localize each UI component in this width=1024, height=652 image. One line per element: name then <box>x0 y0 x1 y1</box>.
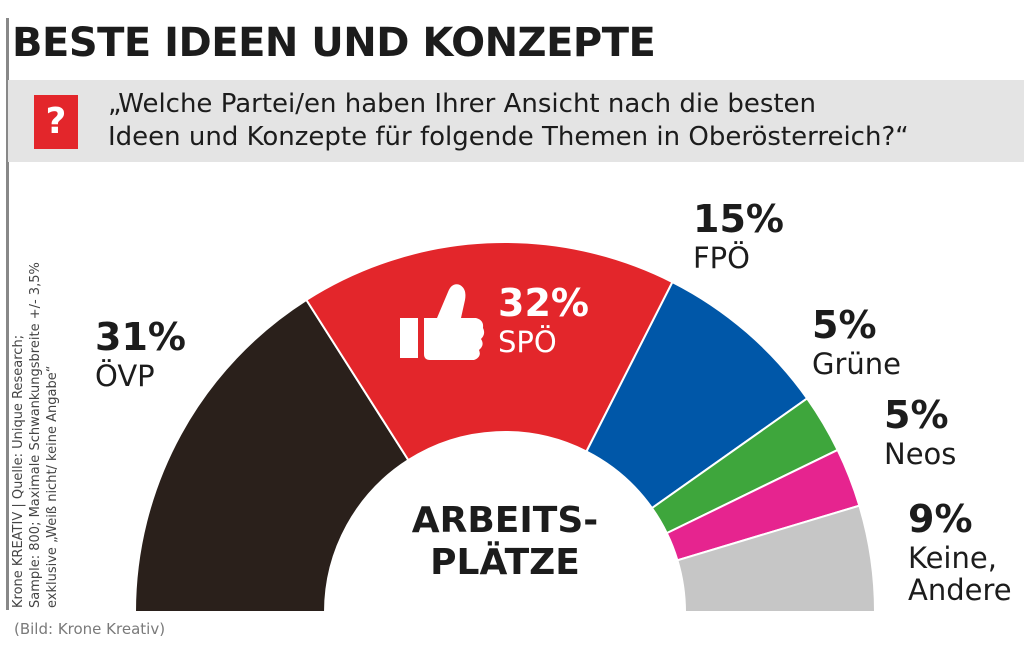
semicircle-chart: 31%ÖVP32%SPÖ15%FPÖ5%Grüne5%Neos9%Keine,A… <box>95 197 1012 612</box>
value-label-1: 32% <box>498 281 589 325</box>
question-mark-icon: ? <box>34 95 78 149</box>
source-line-2: Sample: 800; Maximale Schwankungsbreite … <box>28 262 43 608</box>
source-line-1: Krone KREATIV | Quelle: Unique Research; <box>11 334 26 608</box>
thumbs-up-icon <box>400 284 485 360</box>
value-label-0: 31% <box>95 315 186 359</box>
party-label-3: Grüne <box>812 347 901 381</box>
question-line-2: Ideen und Konzepte für folgende Themen i… <box>108 122 909 152</box>
party-label-5-0: Keine, <box>908 541 997 575</box>
question-line-1: „Welche Partei/en haben Ihrer Ansicht na… <box>108 89 817 119</box>
center-label-1: PLÄTZE <box>430 541 580 583</box>
slice-1 <box>304 241 674 462</box>
question-bar <box>8 80 1024 162</box>
party-label-0: ÖVP <box>95 359 155 393</box>
page-title: BESTE IDEEN UND KONZEPTE <box>12 20 656 66</box>
value-label-3: 5% <box>812 303 877 347</box>
center-label-0: ARBEITS- <box>412 500 598 541</box>
slice-0 <box>133 298 410 612</box>
party-label-1: SPÖ <box>498 325 557 359</box>
party-label-4: Neos <box>884 437 956 471</box>
slice-5 <box>676 504 877 612</box>
value-label-4: 5% <box>884 393 949 437</box>
value-label-2: 15% <box>693 197 784 241</box>
value-label-5: 9% <box>908 497 973 541</box>
question-text: „Welche Partei/en haben Ihrer Ansicht na… <box>108 88 1008 154</box>
source-line-3: exklusive „Weiß nicht/ keine Angabe“ <box>45 365 60 608</box>
party-label-2: FPÖ <box>693 241 750 275</box>
image-caption: (Bild: Krone Kreativ) <box>14 620 166 638</box>
source-note: Krone KREATIV | Quelle: Unique Research;… <box>10 188 61 608</box>
party-label-5-1: Andere <box>908 573 1012 607</box>
frame-line <box>6 18 9 610</box>
